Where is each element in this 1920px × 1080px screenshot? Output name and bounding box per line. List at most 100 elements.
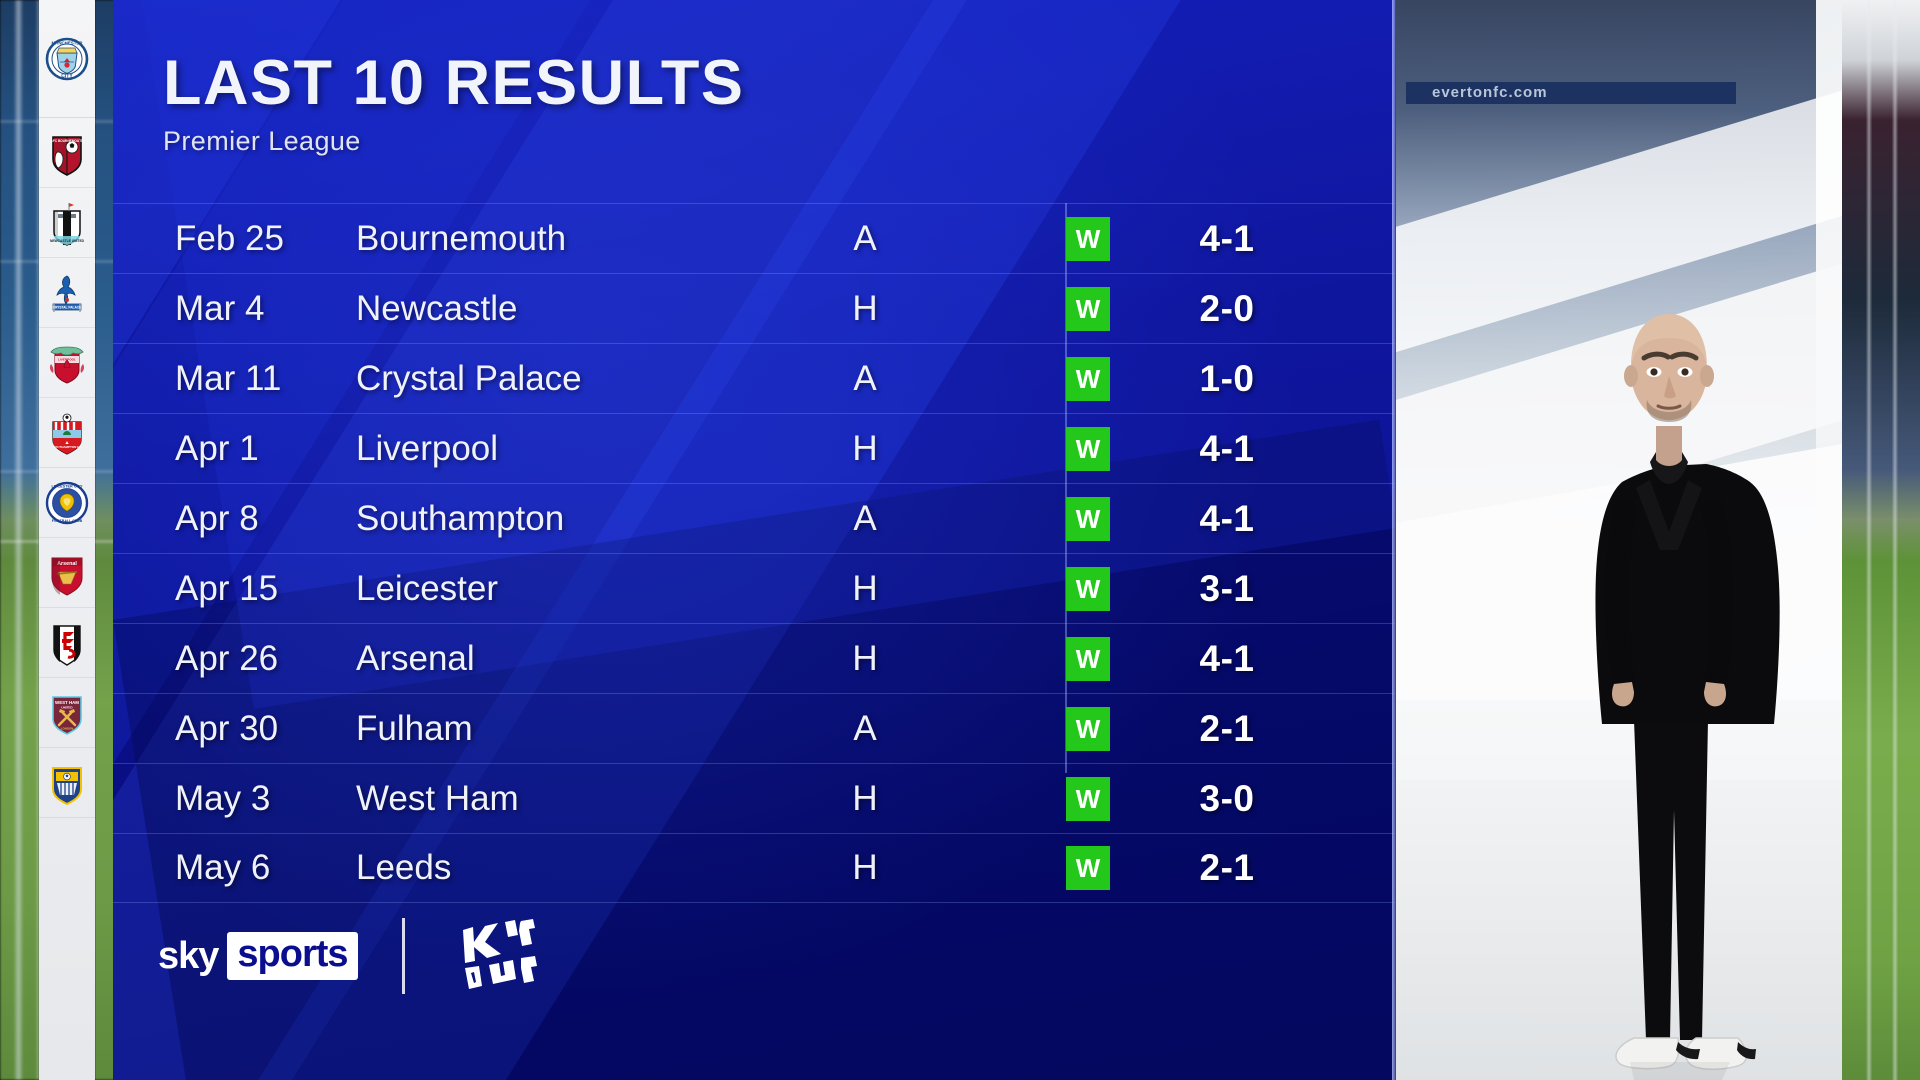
match-score: 3-1 <box>1199 567 1255 609</box>
crest-cell-fulham[interactable] <box>39 608 95 678</box>
table-row[interactable]: Feb 25 Bournemouth A W 4-1 <box>113 203 1395 273</box>
match-date: May 6 <box>175 848 271 887</box>
match-opponent: Fulham <box>356 708 473 748</box>
sky-sports-logo: sky sports <box>158 932 358 980</box>
liverpool-crest-icon: LIVERPOOL <box>45 340 89 386</box>
kick-it-out-logo-icon <box>449 910 541 1002</box>
svg-text:AFC BOURNEMOUTH: AFC BOURNEMOUTH <box>51 139 85 143</box>
manchester-city-crest-icon: MANCHESTER CITY <box>45 36 89 82</box>
match-venue: H <box>852 638 878 678</box>
match-venue: H <box>852 288 878 328</box>
advert-board-text: evertonfc.com <box>1406 82 1736 104</box>
crest-cell-southampton[interactable]: SOUTHAMPTON FC <box>39 398 95 468</box>
crest-cell-liverpool[interactable]: LIVERPOOL <box>39 328 95 398</box>
svg-text:FOOTBALL CLUB: FOOTBALL CLUB <box>52 519 83 523</box>
leicester-crest-icon: LEICESTER CITY FOOTBALL CLUB <box>45 480 89 526</box>
table-row[interactable]: Apr 26 Arsenal H W 4-1 <box>113 623 1395 693</box>
table-row[interactable]: Apr 15 Leicester H W 3-1 <box>113 553 1395 623</box>
svg-text:CITY: CITY <box>61 73 73 79</box>
result-badge: W <box>1066 286 1110 331</box>
table-row[interactable]: May 3 West Ham H W 3-0 <box>113 763 1395 833</box>
result-badge: W <box>1066 496 1110 541</box>
match-venue: A <box>853 498 877 538</box>
crest-cell-manchester-city[interactable]: MANCHESTER CITY <box>39 0 95 118</box>
manager-photo-panel: evertonfc.com <box>1396 0 1920 1080</box>
result-badge: W <box>1066 566 1110 611</box>
match-venue: A <box>853 358 877 398</box>
page-title: LAST 10 RESULTS <box>163 48 745 118</box>
match-score: 2-1 <box>1199 707 1255 749</box>
match-opponent: Leeds <box>356 848 452 887</box>
match-date: Mar 4 <box>175 288 265 328</box>
match-score: 4-1 <box>1199 217 1255 259</box>
match-score: 2-0 <box>1199 287 1255 329</box>
match-date: Apr 26 <box>175 638 279 678</box>
match-venue: H <box>852 848 878 887</box>
match-opponent: Arsenal <box>356 638 475 678</box>
match-score: 3-0 <box>1199 777 1255 819</box>
match-date: Mar 11 <box>175 358 282 398</box>
match-opponent: Newcastle <box>356 288 518 328</box>
results-panel-background <box>113 0 1395 1080</box>
match-score: 4-1 <box>1199 637 1255 679</box>
match-venue: H <box>852 568 878 608</box>
table-row[interactable]: Mar 11 Crystal Palace A W 1-0 <box>113 343 1395 413</box>
sports-word: sports <box>227 932 358 980</box>
footer-logos: sky sports <box>158 910 541 1002</box>
match-venue: H <box>852 778 878 818</box>
result-badge: W <box>1066 846 1110 890</box>
panel-right-edge <box>1392 0 1396 1080</box>
crest-cell-arsenal[interactable]: Arsenal <box>39 538 95 608</box>
stadium-strip-right <box>1842 0 1920 1080</box>
match-score: 4-1 <box>1199 427 1255 469</box>
match-opponent: Crystal Palace <box>356 358 582 398</box>
match-date: Apr 1 <box>175 428 259 468</box>
match-venue: H <box>852 428 878 468</box>
match-opponent: Southampton <box>356 498 565 538</box>
match-opponent: Bournemouth <box>356 218 567 258</box>
result-badge: W <box>1066 706 1110 751</box>
manager-figure <box>1595 314 1780 1080</box>
result-badge: W <box>1066 356 1110 401</box>
match-score: 4-1 <box>1199 497 1255 539</box>
match-opponent: West Ham <box>356 778 519 818</box>
match-date: Apr 15 <box>175 568 279 608</box>
svg-text:LONDON: LONDON <box>61 726 74 730</box>
match-opponent: Leicester <box>356 568 499 608</box>
west-ham-crest-icon: WEST HAM UNITED LONDON <box>45 690 89 736</box>
arsenal-crest-icon: Arsenal <box>45 550 89 596</box>
svg-text:LEICESTER CITY: LEICESTER CITY <box>51 484 82 488</box>
result-badge: W <box>1066 776 1110 821</box>
svg-text:UNITED: UNITED <box>61 705 73 709</box>
svg-text:MANCHESTER: MANCHESTER <box>52 40 84 45</box>
result-badge: W <box>1066 216 1110 261</box>
southampton-crest-icon: SOUTHAMPTON FC <box>45 410 89 456</box>
match-venue: A <box>853 708 877 748</box>
table-row[interactable]: Apr 1 Liverpool H W 4-1 <box>113 413 1395 483</box>
crest-cell-newcastle[interactable]: NEWCASTLE UNITED <box>39 188 95 258</box>
table-row[interactable]: Mar 4 Newcastle H W 2-0 <box>113 273 1395 343</box>
sky-word: sky <box>158 934 219 977</box>
crest-cell-leicester[interactable]: LEICESTER CITY FOOTBALL CLUB <box>39 468 95 538</box>
crest-cell-leeds[interactable] <box>39 748 95 818</box>
crest-cell-west-ham[interactable]: WEST HAM UNITED LONDON <box>39 678 95 748</box>
leeds-crest-icon <box>45 760 89 806</box>
logo-divider <box>401 918 405 994</box>
crest-cell-bournemouth[interactable]: AFC BOURNEMOUTH <box>39 118 95 188</box>
match-score: 1-0 <box>1199 357 1255 399</box>
column-divider <box>1065 203 1067 773</box>
crystal-palace-crest-icon: CRYSTAL PALACE <box>45 270 89 316</box>
match-date: Apr 8 <box>175 498 259 538</box>
newcastle-crest-icon: NEWCASTLE UNITED <box>45 200 89 246</box>
svg-text:Arsenal: Arsenal <box>57 561 77 567</box>
table-row[interactable]: Apr 8 Southampton A W 4-1 <box>113 483 1395 553</box>
svg-text:NEWCASTLE UNITED: NEWCASTLE UNITED <box>50 238 85 242</box>
crest-cell-crystal-palace[interactable]: CRYSTAL PALACE <box>39 258 95 328</box>
match-date: May 3 <box>175 778 271 818</box>
table-row[interactable]: Apr 30 Fulham A W 2-1 <box>113 693 1395 763</box>
svg-text:CRYSTAL PALACE: CRYSTAL PALACE <box>53 305 81 309</box>
table-row[interactable]: May 6 Leeds H W 2-1 <box>113 833 1395 903</box>
match-date: Feb 25 <box>175 218 284 258</box>
svg-text:WEST HAM: WEST HAM <box>55 700 79 705</box>
